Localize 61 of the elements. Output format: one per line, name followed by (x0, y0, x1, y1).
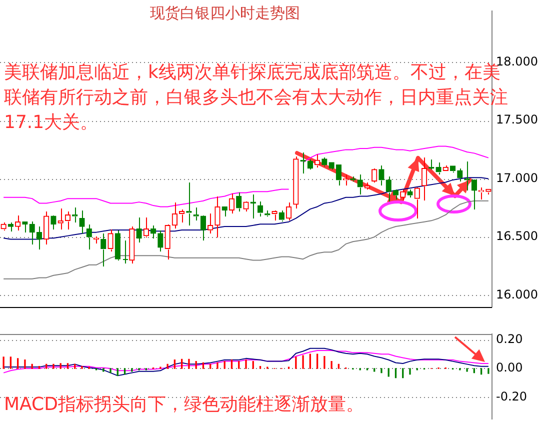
candlestick (164, 224, 170, 260)
candlestick (129, 226, 135, 264)
candlestick (293, 156, 299, 209)
candlestick (357, 174, 363, 195)
candlestick (22, 221, 28, 233)
candlestick (378, 165, 384, 186)
candlestick (372, 168, 378, 183)
candlestick (44, 211, 50, 245)
candlestick (143, 217, 150, 238)
candlestick (436, 162, 442, 175)
candlestick (336, 164, 342, 186)
candlestick (79, 210, 85, 234)
candlestick (222, 206, 228, 217)
candlestick (86, 224, 92, 250)
y-tick-label: 0.00 (496, 360, 523, 375)
candlestick (286, 202, 292, 221)
candlestick (407, 189, 413, 198)
candlestick (243, 201, 249, 212)
candlestick (108, 229, 114, 252)
candlestick (72, 207, 78, 223)
candlestick (236, 192, 242, 212)
y-tick-label: 16.500 (496, 229, 538, 244)
candlestick (471, 179, 478, 210)
candlestick (364, 182, 370, 190)
candlestick (486, 188, 492, 195)
candlestick (50, 215, 56, 230)
candlestick (450, 166, 456, 173)
y-tick-label: 16.000 (496, 287, 538, 302)
y-tick-label: 0.20 (496, 332, 523, 346)
candlestick (392, 189, 399, 200)
candlestick (100, 233, 106, 267)
candlestick (136, 217, 142, 243)
y-tick-label: 17.000 (496, 170, 538, 185)
candlestick (200, 215, 206, 241)
candlestick (193, 207, 199, 221)
candlestick (421, 157, 428, 201)
candlestick (322, 157, 328, 167)
candlestick (29, 221, 35, 245)
candlestick (457, 168, 463, 182)
candlestick (386, 176, 392, 202)
candlestick (442, 165, 448, 171)
candlestick (158, 230, 164, 252)
candlestick (328, 162, 334, 170)
candlestick (122, 240, 128, 264)
candlestick (478, 187, 484, 200)
candlestick (214, 196, 220, 238)
annotation: MACD指标拐头向下，绿色动能柱逐渐放量。 (4, 394, 364, 415)
y-tick-label: -0.20 (496, 389, 528, 404)
candlestick (278, 210, 284, 222)
chart-title: 现货白银四小时走势图 (149, 4, 301, 23)
candlestick (186, 182, 192, 226)
candlestick (414, 187, 420, 219)
candlestick (64, 211, 71, 230)
candlestick (208, 213, 214, 234)
candlestick (58, 208, 64, 230)
candlestick (114, 230, 120, 261)
candlestick (272, 210, 278, 221)
candlestick (14, 215, 21, 231)
y-tick-label: 17.500 (496, 112, 538, 127)
candlestick (8, 222, 14, 232)
candlestick (228, 193, 235, 214)
